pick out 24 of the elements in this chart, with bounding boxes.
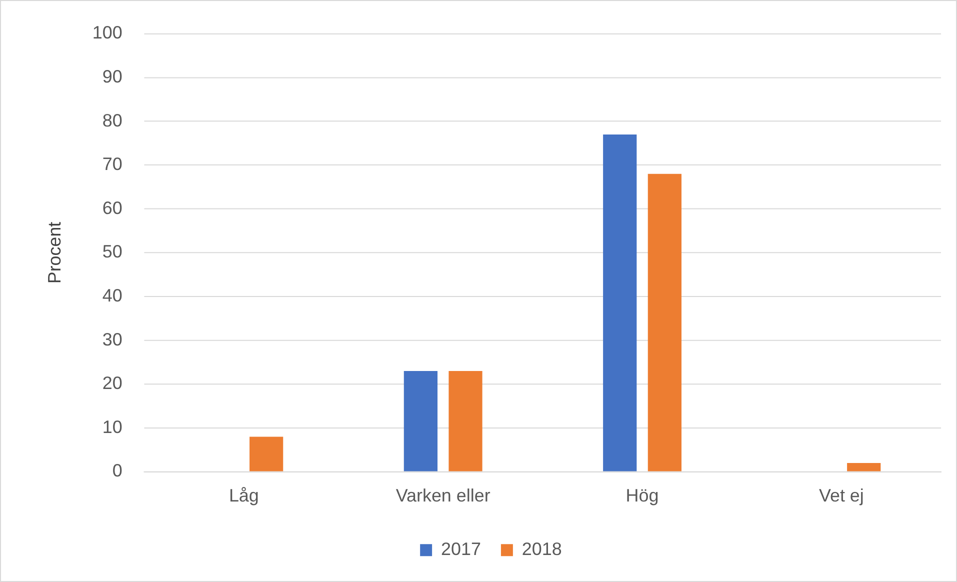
y-tick-label: 20 (102, 373, 122, 394)
x-tick-label: Vet ej (818, 485, 864, 506)
legend-label: 2017 (441, 539, 481, 560)
bar (448, 371, 482, 472)
y-tick-label: 70 (102, 154, 122, 174)
y-tick-label: 40 (102, 286, 122, 306)
y-tick-label: 60 (102, 198, 122, 218)
y-tick-label: 0 (112, 460, 122, 481)
bar (250, 436, 284, 472)
bar (847, 463, 881, 472)
x-tick-label: Hög (626, 485, 659, 506)
legend-label: 2018 (522, 539, 562, 560)
y-tick-label: 50 (102, 242, 122, 262)
bar (603, 134, 637, 472)
bar (648, 174, 682, 472)
y-tick-label: 80 (102, 110, 122, 130)
y-tick-label: 30 (102, 329, 122, 350)
y-axis-title: Procent (44, 222, 65, 284)
y-tick-label: 10 (102, 416, 122, 437)
x-tick-label: Låg (228, 485, 259, 506)
bar (404, 371, 438, 472)
y-tick-label: 90 (102, 66, 122, 86)
x-tick-label: Varken eller (396, 485, 490, 506)
y-tick-label: 100 (92, 22, 122, 43)
